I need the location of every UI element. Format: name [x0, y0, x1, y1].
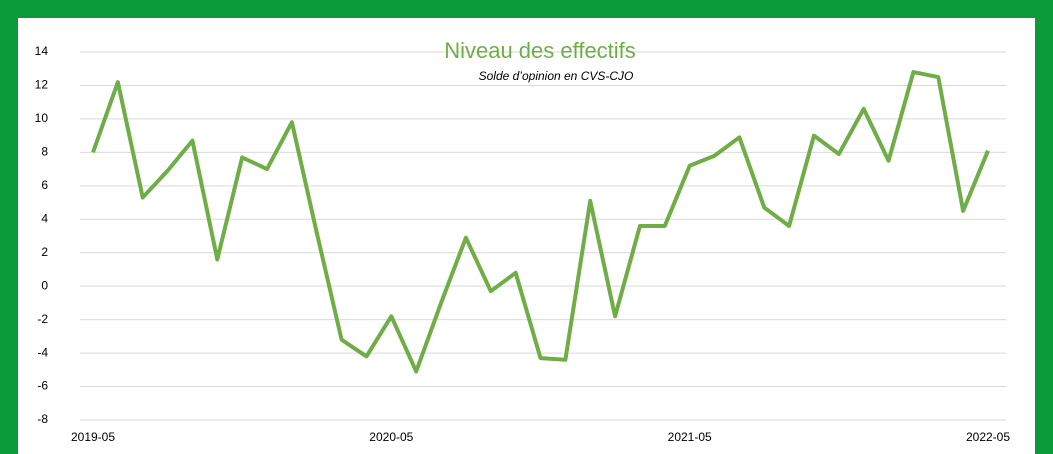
chart-subtitle: Solde d’opinion en CVS-CJO	[479, 69, 634, 83]
y-tick-label: -4	[37, 345, 48, 359]
x-tick-label: 2019-05	[71, 430, 115, 444]
y-tick-label: 10	[35, 111, 49, 125]
chart: Niveau des effectifs Solde d’opinion en …	[18, 18, 1035, 454]
y-tick-label: 6	[41, 178, 48, 192]
y-tick-label: -8	[37, 412, 48, 426]
y-tick-label: 0	[41, 278, 48, 292]
x-tick-label: 2020-05	[369, 430, 413, 444]
y-tick-label: 14	[35, 44, 49, 58]
chart-title: Niveau des effectifs	[444, 38, 636, 63]
x-tick-label: 2022-05	[966, 430, 1010, 444]
y-tick-label: -6	[37, 379, 48, 393]
y-tick-label: -2	[37, 312, 48, 326]
y-tick-label: 4	[41, 211, 48, 225]
y-tick-label: 2	[41, 245, 48, 259]
x-tick-label: 2021-05	[668, 430, 712, 444]
y-tick-label: 8	[41, 145, 48, 159]
y-tick-label: 12	[35, 78, 49, 92]
line	[91, 70, 990, 374]
